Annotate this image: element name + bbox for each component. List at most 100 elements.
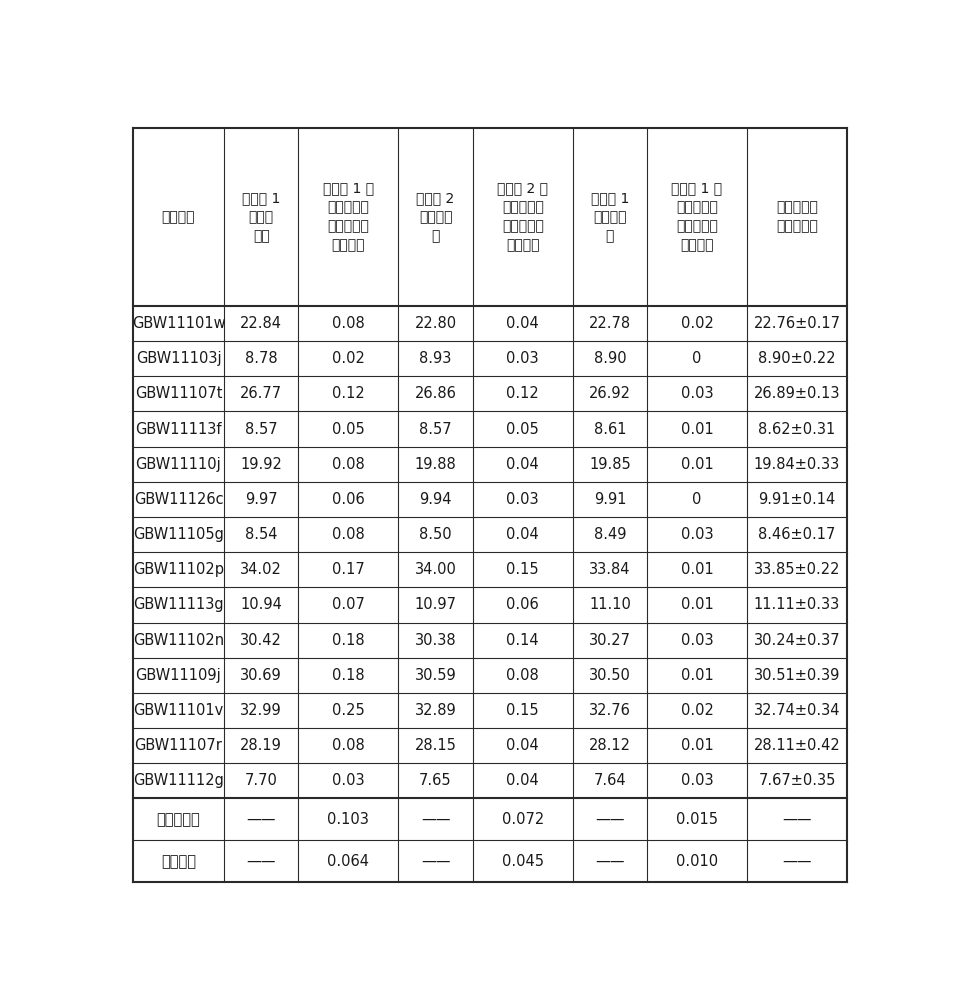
Text: 8.93: 8.93: [420, 351, 452, 366]
Text: ——: ——: [596, 812, 624, 827]
Text: 10.94: 10.94: [240, 597, 282, 612]
Text: 30.24±0.37: 30.24±0.37: [753, 633, 840, 648]
Text: 0.08: 0.08: [507, 668, 539, 683]
Text: 19.88: 19.88: [415, 457, 456, 472]
Text: 32.99: 32.99: [240, 703, 282, 718]
Text: 8.57: 8.57: [420, 422, 452, 437]
Text: ——: ——: [421, 812, 450, 827]
Text: 标准偏差: 标准偏差: [161, 854, 196, 869]
Text: 22.78: 22.78: [589, 316, 631, 331]
Text: 0.12: 0.12: [507, 386, 539, 401]
Text: ——: ——: [782, 854, 812, 869]
Text: 22.76±0.17: 22.76±0.17: [753, 316, 840, 331]
Text: 30.38: 30.38: [415, 633, 456, 648]
Text: 0.04: 0.04: [507, 457, 539, 472]
Text: 28.11±0.42: 28.11±0.42: [753, 738, 840, 753]
Text: GBW11113f: GBW11113f: [135, 422, 222, 437]
Text: 9.97: 9.97: [245, 492, 277, 507]
Text: GBW11107t: GBW11107t: [135, 386, 222, 401]
Text: ——: ——: [247, 854, 276, 869]
Text: 0.03: 0.03: [681, 386, 713, 401]
Text: 8.57: 8.57: [245, 422, 277, 437]
Text: GBW11101v: GBW11101v: [133, 703, 224, 718]
Text: ——: ——: [421, 854, 450, 869]
Text: 0.01: 0.01: [681, 597, 713, 612]
Text: 19.85: 19.85: [589, 457, 631, 472]
Text: 7.65: 7.65: [420, 773, 452, 788]
Text: 0.06: 0.06: [332, 492, 365, 507]
Text: 10.97: 10.97: [415, 597, 457, 612]
Text: GBW11101w: GBW11101w: [132, 316, 226, 331]
Text: 8.49: 8.49: [594, 527, 626, 542]
Text: 0.045: 0.045: [502, 854, 544, 869]
Text: 26.86: 26.86: [415, 386, 457, 401]
Text: 对比例 1 数
据与标准值
中心值的差
值绝对值: 对比例 1 数 据与标准值 中心值的差 值绝对值: [323, 181, 374, 252]
Text: GBW11112g: GBW11112g: [133, 773, 224, 788]
Text: 0.01: 0.01: [681, 422, 713, 437]
Text: 0.01: 0.01: [681, 457, 713, 472]
Text: GBW11109j: GBW11109j: [136, 668, 222, 683]
Text: 0.08: 0.08: [332, 316, 365, 331]
Text: 8.61: 8.61: [594, 422, 626, 437]
Text: 0.04: 0.04: [507, 738, 539, 753]
Text: 8.50: 8.50: [420, 527, 452, 542]
Text: 0.12: 0.12: [332, 386, 365, 401]
Text: 26.77: 26.77: [240, 386, 282, 401]
Text: 11.11±0.33: 11.11±0.33: [754, 597, 840, 612]
Text: 0.17: 0.17: [332, 562, 365, 577]
Text: 30.69: 30.69: [240, 668, 282, 683]
Text: 30.59: 30.59: [415, 668, 456, 683]
Text: 0.03: 0.03: [681, 773, 713, 788]
Text: 0.103: 0.103: [328, 812, 369, 827]
Text: 0.03: 0.03: [507, 492, 539, 507]
Text: 8.78: 8.78: [245, 351, 277, 366]
Text: GBW11113g: GBW11113g: [133, 597, 224, 612]
Text: 0.01: 0.01: [681, 668, 713, 683]
Text: 0.02: 0.02: [332, 351, 365, 366]
Text: 7.64: 7.64: [594, 773, 626, 788]
Text: 32.74±0.34: 32.74±0.34: [754, 703, 840, 718]
Text: 0.06: 0.06: [507, 597, 539, 612]
Text: 0.25: 0.25: [332, 703, 365, 718]
Text: 33.84: 33.84: [589, 562, 631, 577]
Text: ——: ——: [782, 812, 812, 827]
Text: 0.18: 0.18: [332, 633, 364, 648]
Text: 0: 0: [692, 492, 702, 507]
Text: 32.76: 32.76: [589, 703, 631, 718]
Text: 对比例 2 数
据与标准值
中心值的差
值绝对值: 对比例 2 数 据与标准值 中心值的差 值绝对值: [497, 181, 548, 252]
Text: 0.04: 0.04: [507, 527, 539, 542]
Text: 33.85±0.22: 33.85±0.22: [754, 562, 840, 577]
Text: 28.19: 28.19: [240, 738, 282, 753]
Text: 实施例 1
挥发分数
据: 实施例 1 挥发分数 据: [591, 191, 629, 243]
Text: 26.89±0.13: 26.89±0.13: [754, 386, 840, 401]
Text: 差値平均値: 差値平均値: [157, 812, 201, 827]
Text: GBW11105g: GBW11105g: [133, 527, 224, 542]
Text: GBW11110j: GBW11110j: [136, 457, 222, 472]
Text: 7.70: 7.70: [245, 773, 277, 788]
Text: 32.89: 32.89: [415, 703, 456, 718]
Text: 8.46±0.17: 8.46±0.17: [758, 527, 836, 542]
Text: 7.67±0.35: 7.67±0.35: [758, 773, 836, 788]
Text: ——: ——: [596, 854, 624, 869]
Text: 0.08: 0.08: [332, 527, 365, 542]
Text: 标准煤样挥
发分标准值: 标准煤样挥 发分标准值: [776, 200, 818, 233]
Text: 0.03: 0.03: [332, 773, 364, 788]
Text: 0.03: 0.03: [507, 351, 539, 366]
Text: 0.07: 0.07: [332, 597, 365, 612]
Text: 28.15: 28.15: [415, 738, 457, 753]
Text: 26.92: 26.92: [589, 386, 631, 401]
Text: 34.02: 34.02: [240, 562, 282, 577]
Text: ——: ——: [247, 812, 276, 827]
Text: 19.92: 19.92: [240, 457, 282, 472]
Text: 0.05: 0.05: [507, 422, 539, 437]
Text: 11.10: 11.10: [589, 597, 631, 612]
Text: 9.91: 9.91: [594, 492, 626, 507]
Text: 标准煤样: 标准煤样: [162, 210, 195, 224]
Text: 0.01: 0.01: [681, 562, 713, 577]
Text: 8.90: 8.90: [594, 351, 626, 366]
Text: 0.015: 0.015: [676, 812, 718, 827]
Text: 0.064: 0.064: [327, 854, 369, 869]
Text: 对比例 2
挥发分数
据: 对比例 2 挥发分数 据: [417, 191, 455, 243]
Text: 0.08: 0.08: [332, 738, 365, 753]
Text: 0.072: 0.072: [502, 812, 544, 827]
